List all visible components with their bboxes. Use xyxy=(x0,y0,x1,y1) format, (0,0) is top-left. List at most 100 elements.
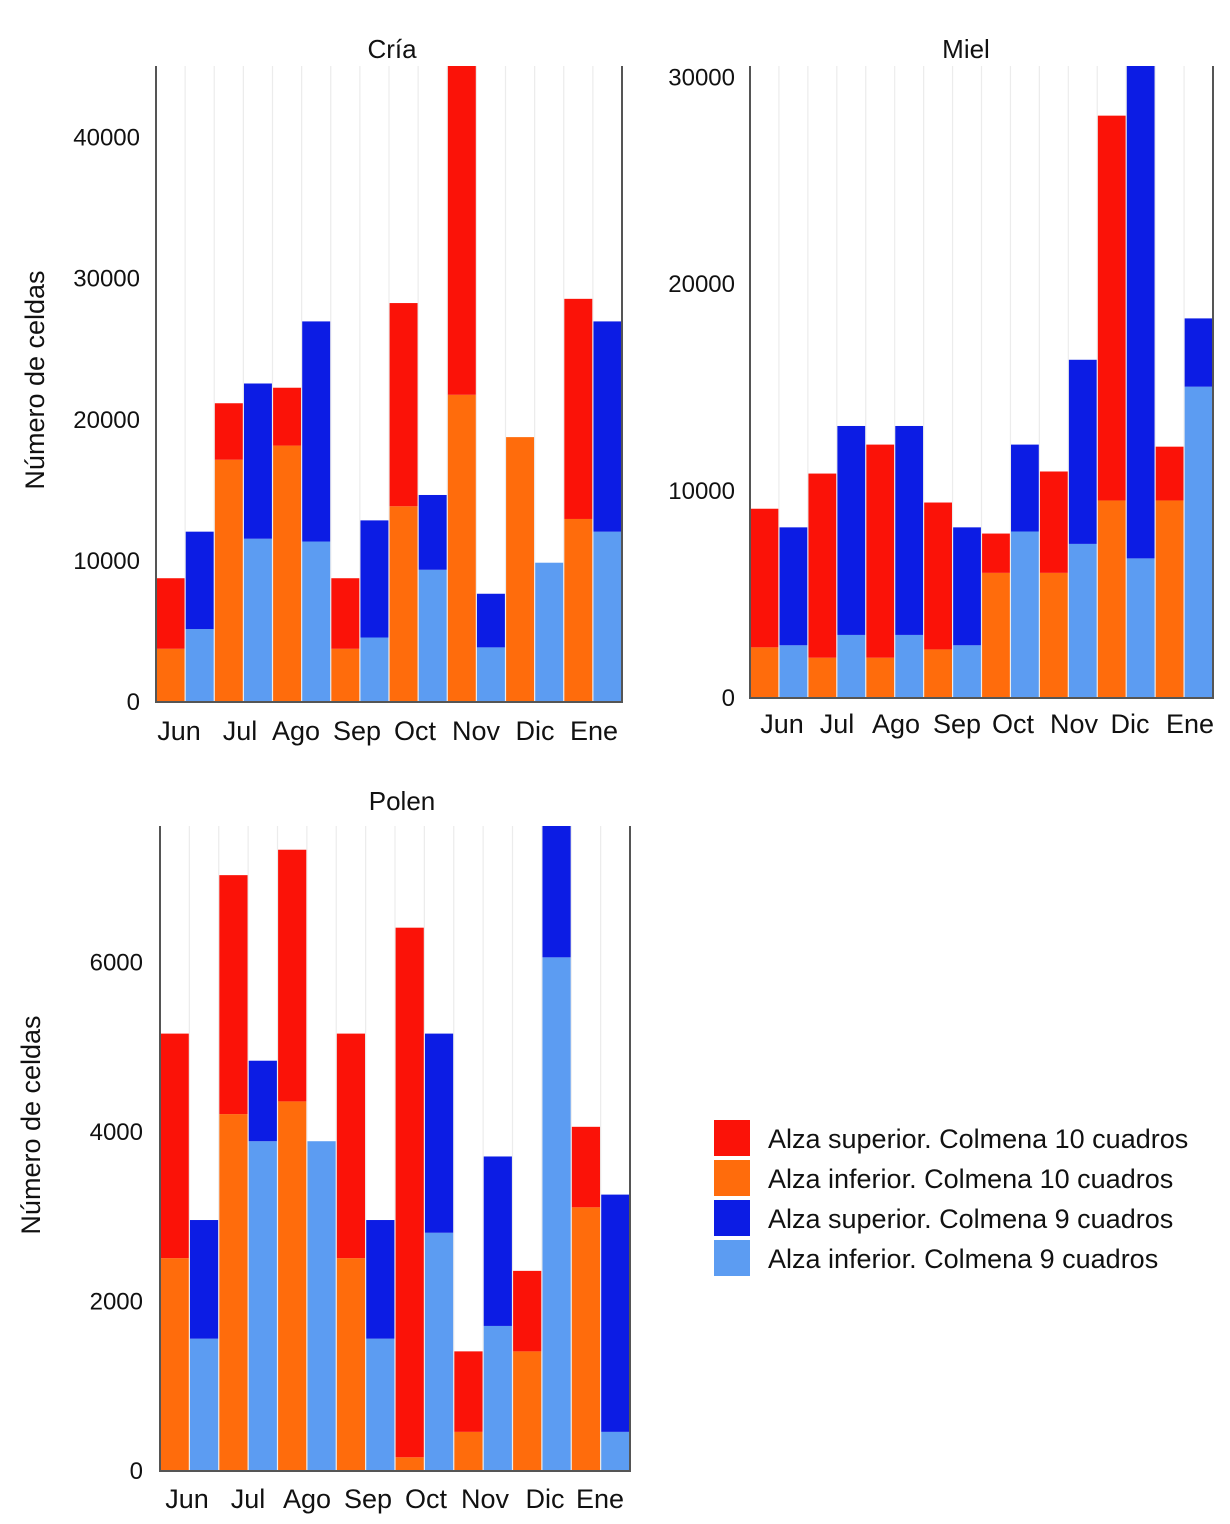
x-tick-label: Oct xyxy=(394,716,437,746)
bar-inferior-colmena-10 xyxy=(808,657,837,697)
y-tick-label: 2000 xyxy=(90,1289,143,1316)
bar-inferior-colmena-10 xyxy=(454,1431,483,1470)
bar-superior-colmena-10 xyxy=(214,403,243,460)
x-tick-label: Ene xyxy=(570,716,618,746)
legend-label: Alza superior. Colmena 9 cuadros xyxy=(768,1204,1173,1234)
y-tick-label: 10000 xyxy=(73,548,140,575)
x-tick-label: Jun xyxy=(760,709,804,739)
bar-inferior-colmena-10 xyxy=(924,649,952,697)
x-tick-label: Jul xyxy=(231,1484,266,1514)
bar-inferior-colmena-9 xyxy=(1126,558,1155,697)
bar-superior-colmena-10 xyxy=(156,578,185,649)
bar-inferior-colmena-9 xyxy=(243,538,272,701)
bar-inferior-colmena-10 xyxy=(214,459,243,701)
y-tick-label: 20000 xyxy=(668,271,735,298)
bar-superior-colmena-10 xyxy=(395,927,424,1458)
bar-inferior-colmena-10 xyxy=(219,1114,248,1470)
bar-superior-colmena-9 xyxy=(483,1156,512,1326)
bar-inferior-colmena-9 xyxy=(895,634,924,697)
bar-inferior-colmena-10 xyxy=(389,506,418,701)
bar-superior-colmena-9 xyxy=(542,826,571,958)
bar-superior-colmena-10 xyxy=(160,1033,189,1259)
bar-superior-colmena-10 xyxy=(389,303,418,507)
bar-superior-colmena-10 xyxy=(513,1270,542,1352)
x-tick-label: Ene xyxy=(1166,709,1214,739)
x-tick-label: Nov xyxy=(452,716,501,746)
bar-superior-colmena-10 xyxy=(331,578,360,649)
bar-inferior-colmena-9 xyxy=(779,645,808,697)
bar-superior-colmena-9 xyxy=(1068,359,1097,544)
bar-superior-colmena-9 xyxy=(189,1220,219,1339)
x-tick-label: Sep xyxy=(333,716,381,746)
x-tick-label: Jun xyxy=(157,716,201,746)
bar-superior-colmena-10 xyxy=(273,387,302,446)
y-tick-label: 0 xyxy=(127,689,140,716)
chart-polen: 0 2000 4000 6000 Jun Jul Ago Sep Oct Nov Dic Ene Pol… xyxy=(16,786,631,1514)
x-tick-label: Dic xyxy=(1111,709,1150,739)
legend-swatch xyxy=(714,1240,750,1276)
bar-superior-colmena-10 xyxy=(454,1351,483,1432)
bar-inferior-colmena-10 xyxy=(336,1258,366,1470)
x-tick-label: Sep xyxy=(344,1484,392,1514)
x-tick-label: Oct xyxy=(992,709,1035,739)
bar-inferior-colmena-9 xyxy=(837,634,866,697)
x-tick-label: Nov xyxy=(1050,709,1099,739)
bar-superior-colmena-10 xyxy=(564,298,593,519)
bar-inferior-colmena-10 xyxy=(506,437,535,701)
bar-inferior-colmena-9 xyxy=(535,562,564,701)
x-tick-label: Sep xyxy=(933,709,981,739)
bar-inferior-colmena-9 xyxy=(185,629,214,701)
bar-superior-colmena-9 xyxy=(1184,318,1213,387)
bar-superior-colmena-9 xyxy=(837,425,866,635)
bar-superior-colmena-9 xyxy=(953,527,981,646)
chart-miel: 0 10000 20000 30000 Jun Jul Ago Sep Oct Nov Dic Ene… xyxy=(668,34,1214,739)
bar-inferior-colmena-10 xyxy=(982,572,1010,697)
bar-inferior-colmena-9 xyxy=(302,541,331,701)
y-axis-label: Número de celdas xyxy=(16,1015,46,1234)
y-tick-label: 0 xyxy=(722,685,735,712)
legend: Alza superior. Colmena 10 cuadros Alza in… xyxy=(714,1120,1188,1276)
chart-title: Miel xyxy=(942,34,990,64)
bar-superior-colmena-10 xyxy=(447,66,476,395)
legend-swatch xyxy=(714,1120,750,1156)
bar-superior-colmena-10 xyxy=(1097,115,1126,501)
bar-inferior-colmena-9 xyxy=(366,1338,395,1470)
bar-superior-colmena-10 xyxy=(1039,471,1068,573)
bar-superior-colmena-9 xyxy=(418,494,447,570)
bar-inferior-colmena-9 xyxy=(542,957,571,1470)
bar-inferior-colmena-10 xyxy=(156,648,185,701)
bar-superior-colmena-9 xyxy=(185,531,214,630)
legend-swatch xyxy=(714,1160,750,1196)
y-tick-label: 6000 xyxy=(90,950,143,977)
bar-inferior-colmena-9 xyxy=(1068,543,1097,697)
legend-label: Alza superior. Colmena 10 cuadros xyxy=(768,1124,1188,1154)
bar-inferior-colmena-9 xyxy=(1011,531,1039,697)
x-tick-label: Dic xyxy=(516,716,555,746)
bar-superior-colmena-10 xyxy=(750,508,779,648)
y-tick-label: 10000 xyxy=(668,478,735,505)
bar-superior-colmena-9 xyxy=(243,383,272,539)
y-tick-label: 30000 xyxy=(73,266,140,293)
y-tick-label: 0 xyxy=(130,1458,143,1485)
bar-inferior-colmena-10 xyxy=(331,648,360,701)
bar-superior-colmena-9 xyxy=(779,527,808,646)
bar-inferior-colmena-10 xyxy=(1039,572,1068,697)
x-tick-label: Jul xyxy=(223,716,258,746)
bar-inferior-colmena-9 xyxy=(953,645,981,697)
y-tick-label: 4000 xyxy=(90,1119,143,1146)
bar-inferior-colmena-10 xyxy=(1097,500,1126,697)
x-tick-label: Ago xyxy=(283,1484,331,1514)
bar-inferior-colmena-9 xyxy=(483,1325,512,1470)
bar-inferior-colmena-9 xyxy=(476,647,505,701)
bar-superior-colmena-9 xyxy=(1011,444,1039,532)
bar-inferior-colmena-10 xyxy=(750,647,779,697)
x-tick-label: Ene xyxy=(576,1484,624,1514)
bar-superior-colmena-10 xyxy=(924,502,952,650)
bar-inferior-colmena-9 xyxy=(593,531,622,701)
legend-label: Alza inferior. Colmena 10 cuadros xyxy=(768,1164,1173,1194)
bar-superior-colmena-9 xyxy=(302,321,331,542)
bar-superior-colmena-10 xyxy=(982,533,1010,573)
bar-superior-colmena-10 xyxy=(808,473,837,658)
bar-superior-colmena-9 xyxy=(895,425,924,635)
